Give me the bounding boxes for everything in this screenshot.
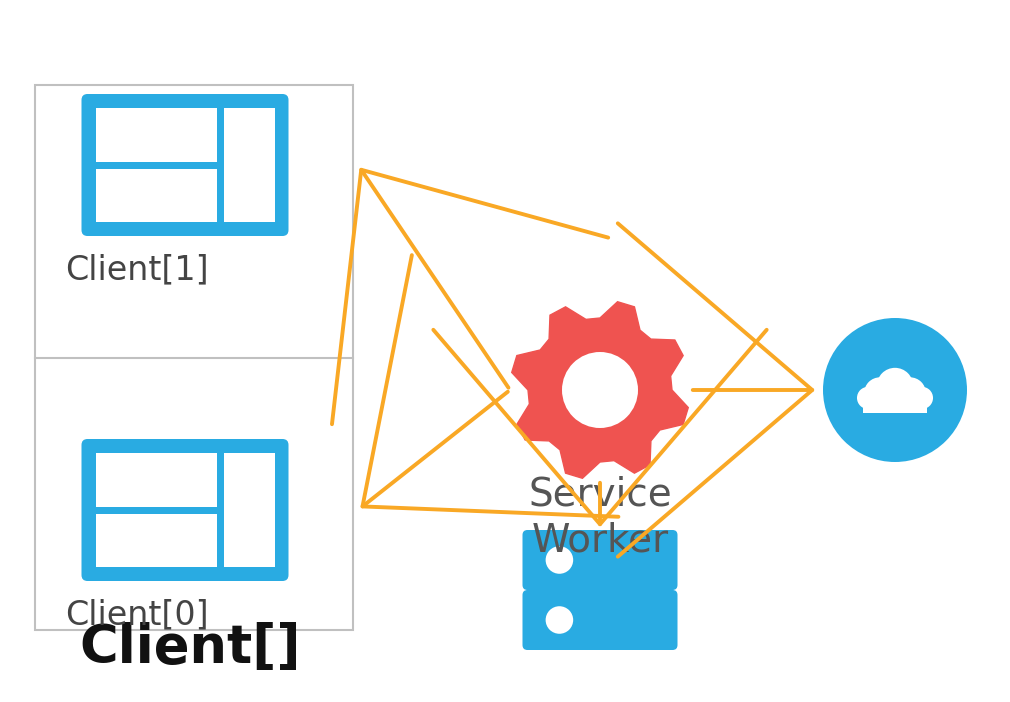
Circle shape: [545, 546, 574, 574]
Circle shape: [562, 352, 638, 428]
Polygon shape: [512, 302, 688, 478]
Bar: [96, 108, 216, 161]
Text: Client[]: Client[]: [79, 622, 301, 674]
Circle shape: [545, 607, 574, 634]
Bar: [96, 453, 216, 507]
Circle shape: [823, 318, 967, 462]
Text: Client[1]: Client[1]: [65, 253, 209, 286]
Bar: [864, 398, 927, 413]
Circle shape: [894, 378, 926, 409]
Bar: [35, 85, 353, 630]
Bar: [223, 108, 275, 222]
Bar: [96, 168, 216, 222]
Circle shape: [865, 378, 896, 409]
Bar: [223, 453, 275, 567]
Text: Client[0]: Client[0]: [65, 599, 209, 632]
FancyBboxPatch shape: [522, 590, 678, 650]
FancyBboxPatch shape: [82, 439, 289, 581]
Circle shape: [856, 387, 879, 409]
Circle shape: [877, 368, 913, 404]
FancyBboxPatch shape: [522, 530, 678, 590]
FancyBboxPatch shape: [82, 94, 289, 236]
Text: Service
Worker: Service Worker: [528, 475, 672, 560]
Bar: [96, 513, 216, 567]
Circle shape: [911, 387, 933, 409]
